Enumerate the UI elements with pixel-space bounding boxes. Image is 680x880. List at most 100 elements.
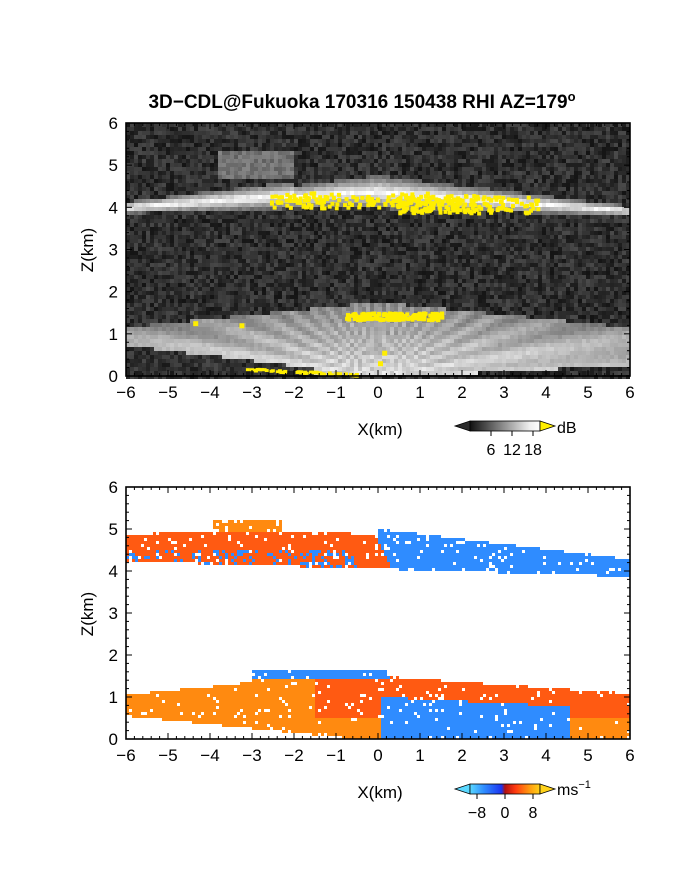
reflectivity-cell [206, 231, 210, 235]
reflectivity-cell [502, 247, 506, 251]
reflectivity-cell [238, 271, 242, 275]
reflectivity-cell [298, 175, 302, 179]
reflectivity-cell [330, 135, 334, 139]
reflectivity-cell [234, 171, 238, 175]
reflectivity-cell [210, 207, 214, 211]
reflectivity-cell [414, 267, 418, 271]
reflectivity-cell [186, 203, 190, 207]
reflectivity-cell [170, 171, 174, 175]
reflectivity-cell [194, 255, 198, 259]
reflectivity-cell [510, 223, 514, 227]
reflectivity-cell [274, 131, 278, 135]
reflectivity-cell [146, 231, 150, 235]
reflectivity-cell [546, 139, 550, 143]
reflectivity-cell [330, 207, 334, 211]
reflectivity-cell [618, 231, 622, 235]
reflectivity-cell [602, 203, 606, 207]
reflectivity-cell [570, 195, 574, 199]
reflectivity-cell [278, 231, 282, 235]
reflectivity-cell [230, 167, 234, 171]
reflectivity-cell [178, 223, 182, 227]
reflectivity-cell [218, 263, 222, 267]
reflectivity-cell [382, 127, 386, 131]
reflectivity-cell [338, 123, 342, 127]
reflectivity-cell [182, 123, 186, 127]
reflectivity-cell [446, 147, 450, 151]
reflectivity-cell [298, 187, 302, 191]
reflectivity-cell [622, 175, 626, 179]
reflectivity-cell [350, 255, 354, 259]
reflectivity-cell [478, 263, 482, 267]
reflectivity-cell [442, 139, 446, 143]
reflectivity-cell [402, 255, 406, 259]
reflectivity-cell [626, 275, 630, 279]
reflectivity-cell [218, 187, 222, 191]
reflectivity-cell [606, 255, 610, 259]
reflectivity-cell [534, 271, 538, 275]
reflectivity-cell [518, 123, 522, 127]
reflectivity-cell [378, 203, 382, 207]
reflectivity-cell [194, 159, 198, 163]
reflectivity-cell [302, 163, 306, 167]
reflectivity-cell [158, 191, 162, 195]
reflectivity-cell [406, 211, 410, 215]
reflectivity-cell [438, 139, 442, 143]
reflectivity-cell [258, 231, 262, 235]
reflectivity-cell [442, 147, 446, 151]
reflectivity-cell [250, 239, 254, 243]
reflectivity-cell [470, 123, 474, 127]
reflectivity-cell [338, 195, 342, 199]
reflectivity-cell [394, 167, 398, 171]
reflectivity-cell [130, 175, 134, 179]
reflectivity-cell [170, 139, 174, 143]
reflectivity-cell [294, 139, 298, 143]
reflectivity-cell [334, 231, 338, 235]
reflectivity-cell [606, 175, 610, 179]
reflectivity-cell [278, 179, 282, 183]
reflectivity-cell [274, 151, 278, 155]
reflectivity-cell [374, 231, 378, 235]
reflectivity-cell [310, 243, 314, 247]
reflectivity-cell [554, 135, 558, 139]
reflectivity-cell [274, 183, 278, 187]
reflectivity-cell [406, 163, 410, 167]
reflectivity-cell [522, 231, 526, 235]
reflectivity-cell [478, 139, 482, 143]
reflectivity-cell [238, 139, 242, 143]
reflectivity-cell [362, 215, 366, 219]
reflectivity-cell [522, 123, 526, 127]
reflectivity-cell [486, 155, 490, 159]
reflectivity-cell [558, 135, 562, 139]
reflectivity-cell [554, 171, 558, 175]
reflectivity-cell [602, 247, 606, 251]
reflectivity-cell [270, 271, 274, 275]
reflectivity-cell [346, 179, 350, 183]
reflectivity-cell [370, 279, 374, 283]
reflectivity-cell [230, 175, 234, 179]
reflectivity-cell [466, 183, 470, 187]
reflectivity-cell [542, 259, 546, 263]
reflectivity-cell [534, 155, 538, 159]
reflectivity-cell [542, 171, 546, 175]
reflectivity-cell [550, 207, 554, 211]
reflectivity-cell [426, 135, 430, 139]
reflectivity-cell [558, 259, 562, 263]
reflectivity-cell [206, 159, 210, 163]
reflectivity-cell [606, 251, 610, 255]
reflectivity-cell [546, 207, 550, 211]
reflectivity-cell [382, 263, 386, 267]
reflectivity-cell [434, 271, 438, 275]
reflectivity-cell [238, 263, 242, 267]
reflectivity-cell [442, 187, 446, 191]
reflectivity-cell [418, 191, 422, 195]
reflectivity-cell [254, 147, 258, 151]
reflectivity-cell [294, 179, 298, 183]
reflectivity-cell [318, 279, 322, 283]
reflectivity-cell [182, 211, 186, 215]
reflectivity-cell [546, 219, 550, 223]
reflectivity-cell [570, 171, 574, 175]
reflectivity-cell [158, 223, 162, 227]
reflectivity-cell [494, 271, 498, 275]
reflectivity-cell [438, 255, 442, 259]
reflectivity-cell [626, 255, 630, 259]
